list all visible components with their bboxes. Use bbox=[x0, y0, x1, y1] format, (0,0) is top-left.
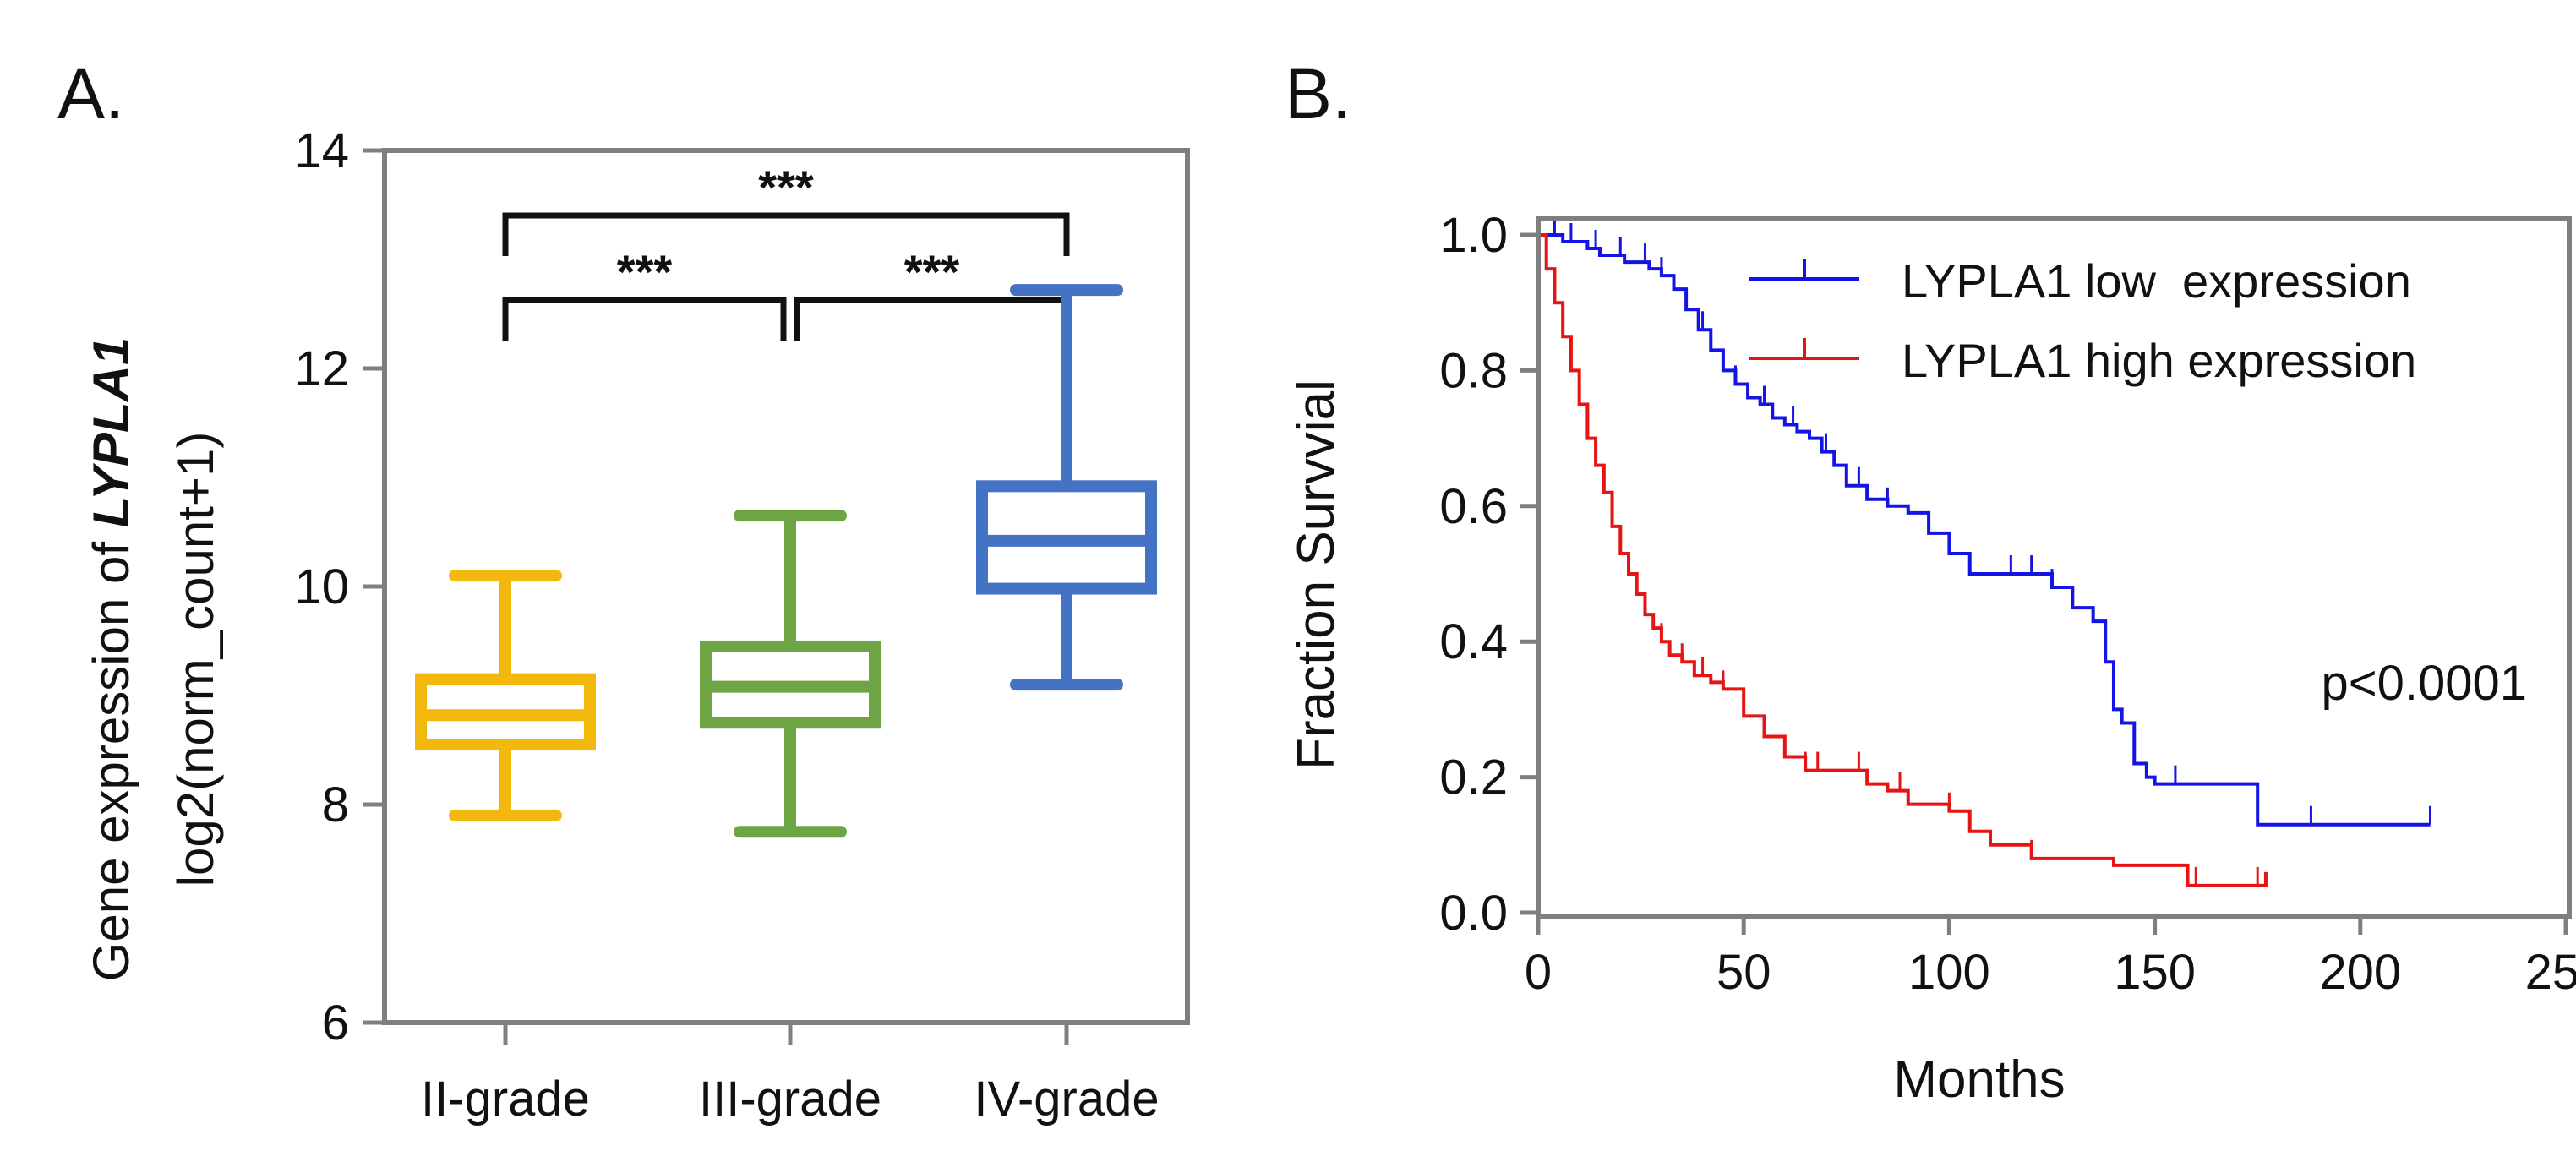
x-tick-label: 200 bbox=[2319, 945, 2401, 1000]
significance-bracket bbox=[794, 297, 1070, 341]
y-tick-label: 10 bbox=[294, 559, 349, 614]
significance-label: *** bbox=[617, 245, 673, 298]
x-tick-label: 50 bbox=[1716, 945, 1771, 1000]
y-axis-title-line1: Gene expression of LYPLA1 bbox=[83, 337, 139, 982]
panel-a-box-plot: A. Gene expression of LYPLA1 log2(norm_c… bbox=[57, 54, 1190, 1127]
y-axis-title-prefix: Gene expression of bbox=[83, 527, 139, 981]
panel-a-label: A. bbox=[57, 54, 124, 134]
box-iv-grade bbox=[976, 284, 1157, 691]
box-iii-grade bbox=[700, 510, 881, 838]
panel-b-label: B. bbox=[1285, 54, 1351, 134]
plot-frame-a bbox=[382, 148, 1190, 1025]
legend-label-low: LYPLA1 low expression bbox=[1902, 254, 2411, 308]
survival-curve bbox=[1538, 233, 2268, 887]
x-tick-label: 0 bbox=[1525, 945, 1552, 1000]
x-tick-label: 150 bbox=[2114, 945, 2196, 1000]
x-axis-title-b: Months bbox=[1893, 1050, 2065, 1109]
survival-curves bbox=[1538, 216, 2431, 887]
boxes bbox=[415, 284, 1157, 838]
p-value-annotation: p<0.0001 bbox=[2321, 656, 2527, 711]
x-tick-label: III-grade bbox=[699, 1072, 881, 1127]
x-tick-label: 100 bbox=[1908, 945, 1990, 1000]
y-axis-ticks: 6 8 10 12 14 bbox=[294, 123, 385, 1050]
y-tick-label: 1.0 bbox=[1439, 208, 1508, 263]
survival-series-low bbox=[1538, 216, 2431, 827]
legend-entry-high: LYPLA1 high expression bbox=[1749, 334, 2416, 387]
x-axis-categories: II-grade III-grade IV-grade bbox=[421, 1023, 1160, 1127]
y-axis-title-line2: log2(norm_count+1) bbox=[167, 432, 224, 887]
significance-brackets: *** *** *** bbox=[502, 161, 1070, 341]
y-tick-label: 14 bbox=[294, 123, 349, 178]
y-tick-label: 0.4 bbox=[1439, 614, 1508, 669]
y-axis-title-b: Fraction Survvial bbox=[1287, 379, 1345, 770]
significance-label: *** bbox=[758, 161, 814, 214]
y-tick-label: 0.6 bbox=[1439, 479, 1508, 534]
x-tick-label: 250 bbox=[2525, 945, 2576, 1000]
x-tick-label: IV-grade bbox=[974, 1072, 1159, 1127]
y-tick-label: 8 bbox=[322, 777, 349, 832]
box-ii-grade bbox=[415, 570, 596, 821]
y-axis-title-gene: LYPLA1 bbox=[83, 337, 139, 528]
y-tick-label: 6 bbox=[322, 996, 349, 1050]
x-tick-label: II-grade bbox=[421, 1072, 590, 1127]
axis-ticks-b: 0.0 0.2 0.4 0.6 0.8 1.0 0 50 100 150 200 250 bbox=[1439, 208, 2576, 1000]
significance-label: *** bbox=[904, 245, 960, 298]
significance-bracket bbox=[502, 212, 1070, 256]
survival-series-high bbox=[1538, 233, 2268, 887]
survival-curve bbox=[1538, 233, 2431, 827]
panel-b-survival-plot: B. Fraction Survvial Months 0.0 0.2 0.4 0.6… bbox=[1285, 54, 2576, 1109]
legend-label-high: LYPLA1 high expression bbox=[1902, 334, 2416, 387]
y-tick-label: 0.0 bbox=[1439, 886, 1508, 941]
y-tick-label: 0.2 bbox=[1439, 750, 1508, 805]
legend-entry-low: LYPLA1 low expression bbox=[1749, 254, 2411, 308]
legend: LYPLA1 low expression LYPLA1 high expres… bbox=[1749, 254, 2416, 387]
y-tick-label: 0.8 bbox=[1439, 343, 1508, 398]
y-tick-label: 12 bbox=[294, 341, 349, 396]
plot-frame-b bbox=[1536, 216, 2572, 919]
significance-bracket bbox=[502, 297, 787, 341]
